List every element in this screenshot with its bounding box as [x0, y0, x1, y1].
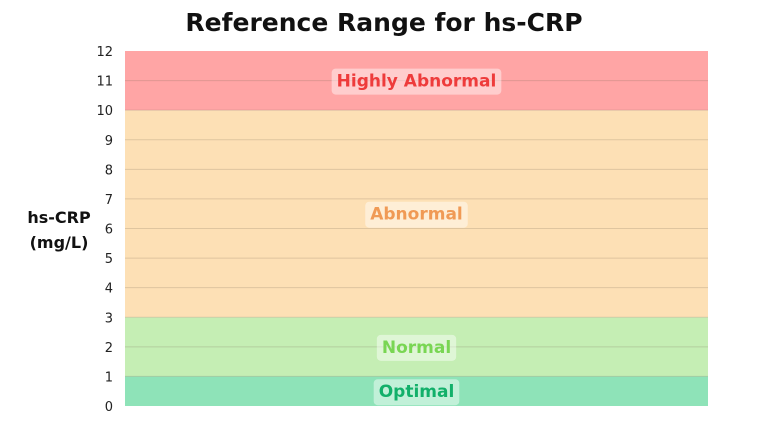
band-label-normal: Normal — [382, 338, 451, 358]
y-tick-label-5: 5 — [105, 252, 113, 267]
y-tick-label-9: 9 — [105, 134, 113, 149]
y-tick-label-2: 2 — [105, 341, 113, 356]
y-tick-label-3: 3 — [105, 311, 113, 326]
band-optimal — [125, 376, 708, 406]
y-axis-label-line-2: (mg/L) — [29, 233, 89, 252]
band-highly-abnormal — [125, 51, 708, 111]
y-tick-label-1: 1 — [105, 370, 113, 385]
band-label-bg-optimal — [373, 379, 460, 406]
y-axis-label-line-1: hs-CRP — [27, 208, 91, 227]
band-label-abnormal: Abnormal — [370, 205, 463, 225]
band-label-highly-abnormal: Highly Abnormal — [337, 72, 497, 92]
band-abnormal — [125, 110, 708, 318]
y-axis-label: hs-CRP (mg/L) — [14, 205, 104, 255]
band-normal — [125, 317, 708, 377]
y-tick-label-12: 12 — [96, 45, 113, 60]
y-tick-label-4: 4 — [105, 282, 113, 297]
band-label-bg-abnormal — [365, 201, 468, 228]
y-tick-label-7: 7 — [105, 193, 113, 208]
y-tick-label-11: 11 — [96, 75, 113, 90]
y-tick-label-8: 8 — [105, 163, 113, 178]
band-label-bg-highly-abnormal — [331, 68, 502, 95]
y-tick-label-10: 10 — [96, 104, 113, 119]
chart-title: Reference Range for hs-CRP — [185, 8, 583, 37]
band-label-optimal: Optimal — [379, 382, 455, 402]
band-label-bg-normal — [376, 334, 457, 361]
y-tick-label-6: 6 — [105, 223, 113, 238]
y-tick-label-0: 0 — [105, 400, 113, 415]
